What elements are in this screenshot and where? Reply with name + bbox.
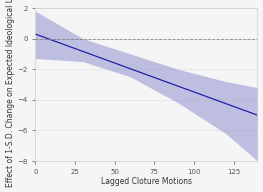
Y-axis label: Effect of 1-S.D. Change on Expected Ideological Laws: Effect of 1-S.D. Change on Expected Ideo… (6, 0, 14, 187)
X-axis label: Lagged Cloture Motions: Lagged Cloture Motions (101, 177, 192, 186)
